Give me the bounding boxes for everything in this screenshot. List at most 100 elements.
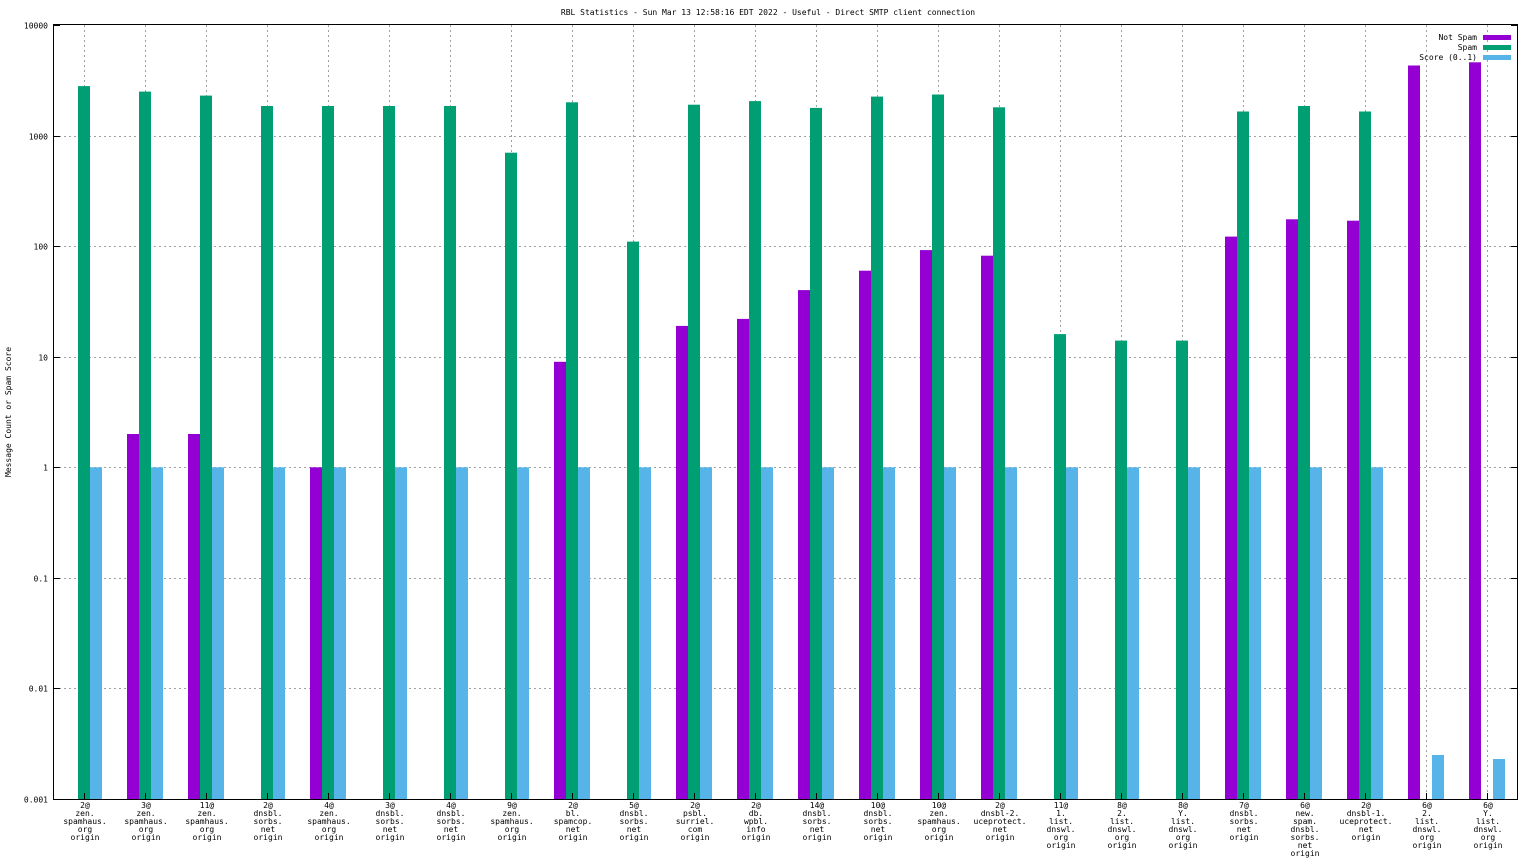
x-tick-label: 2@ dnsbl-1. uceprotect. net origin bbox=[1340, 801, 1393, 842]
x-tick-label-line: origin bbox=[132, 833, 161, 842]
x-tick-label-line: net bbox=[993, 825, 1008, 834]
x-tick-label-line: dnsbl. bbox=[1291, 825, 1320, 834]
x-tick-label: 6@ new. spam. dnsbl. sorbs. net origin bbox=[1291, 801, 1320, 858]
x-tick-label-line: 9@ bbox=[507, 801, 517, 810]
x-tick-label-line: list. bbox=[1415, 817, 1439, 826]
x-tick-label-line: zen. bbox=[929, 809, 948, 818]
bar-not-spam bbox=[737, 318, 749, 799]
x-tick-label-line: dnswl. bbox=[1108, 825, 1137, 834]
x-tick-label-line: net bbox=[566, 825, 581, 834]
legend-swatch bbox=[1483, 55, 1511, 60]
x-tick-label: 4@ zen. spamhaus. org origin bbox=[307, 801, 350, 842]
x-tick-label-line: dnsbl. bbox=[803, 809, 832, 818]
bar-score-0-1 bbox=[395, 467, 407, 799]
bar-score-0-1 bbox=[1188, 467, 1200, 799]
x-tick-label-line: origin bbox=[1291, 849, 1320, 858]
bar-not-spam bbox=[1408, 65, 1420, 799]
x-tick-label-line: org bbox=[932, 825, 947, 834]
bar-spam bbox=[261, 106, 273, 799]
x-tick-label-line: net bbox=[871, 825, 886, 834]
x-tick-label-line: com bbox=[688, 825, 703, 834]
x-tick-label-line: origin bbox=[376, 833, 405, 842]
bar-not-spam bbox=[676, 325, 688, 799]
bar-score-0-1 bbox=[578, 467, 590, 799]
x-tick-label-line: surriel. bbox=[676, 817, 715, 826]
x-tick-label-line: spamhaus. bbox=[307, 817, 350, 826]
bar-not-spam bbox=[1225, 236, 1237, 800]
x-tick-label: 2@ dnsbl-2. uceprotect. net origin bbox=[974, 801, 1027, 842]
x-tick-label-line: 2. bbox=[1422, 809, 1432, 818]
x-tick-label-line: net bbox=[1237, 825, 1252, 834]
x-tick-label-line: dnsbl. bbox=[1230, 809, 1259, 818]
x-tick-label: 3@ zen. spamhaus. org origin bbox=[124, 801, 167, 842]
legend-label: Spam bbox=[1458, 43, 1477, 52]
x-tick-label: 10@ dnsbl. sorbs. net origin bbox=[864, 801, 893, 842]
x-tick-label: 7@ dnsbl. sorbs. net origin bbox=[1230, 801, 1259, 842]
x-tick-label: 6@ Y. list. dnswl. org origin bbox=[1474, 801, 1503, 850]
x-tick-label-line: dnsbl. bbox=[376, 809, 405, 818]
x-tick-label-line: zen. bbox=[136, 809, 155, 818]
x-tick-label-line: psbl. bbox=[683, 809, 707, 818]
bar-score-0-1 bbox=[761, 467, 773, 799]
bar-not-spam bbox=[188, 434, 200, 799]
bar-score-0-1 bbox=[700, 467, 712, 799]
x-tick-label-line: wpbl. bbox=[744, 817, 768, 826]
bar-score-0-1 bbox=[456, 467, 468, 799]
x-tick-label-line: origin bbox=[1352, 833, 1381, 842]
y-tick-label: 0.1 bbox=[34, 575, 49, 584]
bar-spam bbox=[688, 104, 700, 799]
bar-spam bbox=[1298, 106, 1310, 799]
bar-score-0-1 bbox=[517, 467, 529, 799]
x-tick-label-line: origin bbox=[1047, 841, 1076, 850]
x-tick-label-line: 6@ bbox=[1483, 801, 1493, 810]
x-tick-label-line: origin bbox=[864, 833, 893, 842]
bar-spam bbox=[383, 106, 395, 799]
x-tick-label-line: zen. bbox=[75, 809, 94, 818]
x-tick-label-line: dnsbl-1. bbox=[1347, 809, 1386, 818]
bar-score-0-1 bbox=[1432, 755, 1444, 799]
legend-label: Score (0..1) bbox=[1419, 53, 1477, 62]
x-tick-label-line: new. bbox=[1295, 809, 1314, 818]
bar-score-0-1 bbox=[1127, 467, 1139, 799]
x-tick-label-line: spam. bbox=[1293, 817, 1317, 826]
x-tick-label-line: dnsbl. bbox=[864, 809, 893, 818]
bar-score-0-1 bbox=[273, 467, 285, 799]
x-tick-label-line: dnswl. bbox=[1413, 825, 1442, 834]
y-tick-label: 10000 bbox=[24, 22, 48, 31]
x-tick-label-line: 2@ bbox=[1361, 801, 1371, 810]
y-tick-label: 0.01 bbox=[29, 685, 48, 694]
x-tick-label: 2@ bl. spamcop. net origin bbox=[554, 801, 593, 842]
x-tick-label: 2@ psbl. surriel. com origin bbox=[676, 801, 715, 842]
y-tick-label: 1 bbox=[43, 464, 48, 473]
bar-not-spam bbox=[1469, 62, 1481, 800]
x-tick-label-line: list. bbox=[1110, 817, 1134, 826]
x-tick-label-line: origin bbox=[681, 833, 710, 842]
x-tick-label-line: dnswl. bbox=[1169, 825, 1198, 834]
x-tick-label-line: org bbox=[139, 825, 154, 834]
x-tick-label: 2@ zen. spamhaus. org origin bbox=[63, 801, 106, 842]
x-tick-label-line: 3@ bbox=[385, 801, 395, 810]
x-tick-label-line: dnsbl. bbox=[437, 809, 466, 818]
bar-spam bbox=[78, 86, 90, 800]
x-tick-label-line: 7@ bbox=[1239, 801, 1249, 810]
x-tick-label-line: zen. bbox=[197, 809, 216, 818]
x-tick-label-line: spamhaus. bbox=[63, 817, 106, 826]
y-tick-label: 1000 bbox=[29, 133, 48, 142]
x-tick-label-line: uceprotect. bbox=[974, 817, 1027, 826]
bar-spam bbox=[139, 91, 151, 800]
bar-score-0-1 bbox=[639, 467, 651, 799]
bar-score-0-1 bbox=[944, 467, 956, 799]
x-tick-label-line: list. bbox=[1049, 817, 1073, 826]
y-axis-label: Message Count or Spam Score bbox=[4, 347, 13, 477]
x-tick-label-line: 4@ bbox=[324, 801, 334, 810]
bar-spam bbox=[322, 106, 334, 799]
bar-score-0-1 bbox=[334, 467, 346, 799]
x-tick-label-line: uceprotect. bbox=[1340, 817, 1393, 826]
x-tick-label-line: 11@ bbox=[1054, 801, 1069, 810]
x-tick-label-line: origin bbox=[315, 833, 344, 842]
x-tick-label-line: 8@ bbox=[1117, 801, 1127, 810]
x-tick-label-line: origin bbox=[986, 833, 1015, 842]
y-tick-label: 100 bbox=[34, 243, 49, 252]
